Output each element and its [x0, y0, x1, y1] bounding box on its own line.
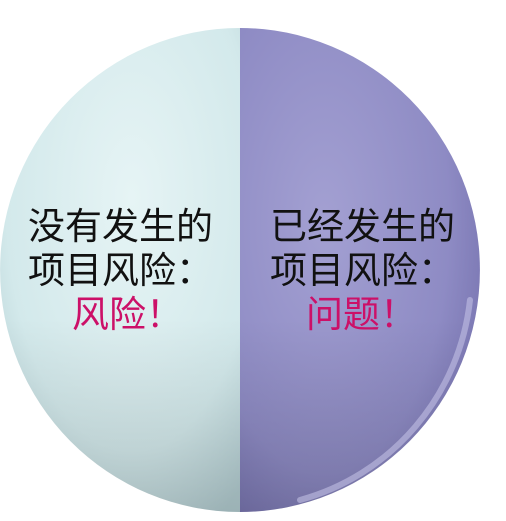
right-half-label: 已经发生的 项目风险： 问题！ [270, 205, 455, 337]
right-result: 问题！ [306, 293, 417, 336]
left-result: 风险！ [72, 293, 183, 336]
rim-highlight [297, 297, 473, 503]
disc-shading [0, 28, 480, 512]
left-half-label: 没有发生的 项目风险： 风险！ [28, 205, 213, 337]
left-line-1: 没有发生的 [28, 205, 213, 248]
right-line-2: 项目风险： [270, 249, 455, 292]
left-line-2: 项目风险： [28, 249, 213, 292]
right-line-1: 已经发生的 [270, 205, 455, 248]
